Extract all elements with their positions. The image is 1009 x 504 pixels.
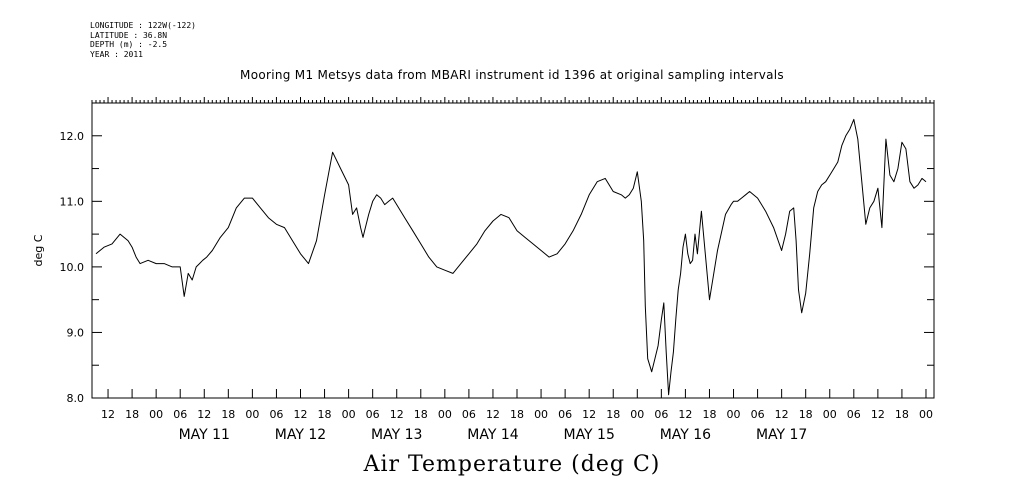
location-metadata: LONGITUDE : 122W(-122) LATITUDE : 36.8N …: [90, 21, 196, 59]
x-tick-label: 00: [149, 408, 163, 421]
x-tick-label: 18: [221, 408, 235, 421]
plot-frame: [91, 102, 935, 399]
x-tick-label: 00: [727, 408, 741, 421]
x-tick-label: 12: [775, 408, 789, 421]
x-tick-label: 00: [630, 408, 644, 421]
x-tick-label: 00: [245, 408, 259, 421]
x-day-label: MAY 13: [371, 427, 422, 443]
x-tick-label: 00: [823, 408, 837, 421]
x-tick-label: 00: [534, 408, 548, 421]
x-tick-label: 18: [125, 408, 139, 421]
x-tick-label: 06: [269, 408, 283, 421]
x-tick-label: 00: [342, 408, 356, 421]
x-day-label: MAY 12: [275, 427, 326, 443]
longitude-text: LONGITUDE : 122W(-122): [90, 21, 196, 30]
x-tick-label: 12: [197, 408, 211, 421]
x-day-label: MAY 15: [563, 427, 614, 443]
x-tick-label: 18: [510, 408, 524, 421]
air-temperature-line: [95, 118, 927, 396]
y-tick-label: 11.0: [60, 195, 85, 208]
x-day-label: MAY 14: [467, 427, 518, 443]
x-tick-label: 18: [895, 408, 909, 421]
x-tick-label: 12: [486, 408, 500, 421]
x-tick-label: 06: [462, 408, 476, 421]
x-tick-label: 12: [871, 408, 885, 421]
depth-text: DEPTH (m) : -2.5: [90, 40, 168, 49]
x-tick-label: 06: [173, 408, 187, 421]
x-tick-label: 06: [654, 408, 668, 421]
x-tick-label: 00: [919, 408, 933, 421]
y-tick-label: 9.0: [67, 326, 85, 339]
y-tick-label: 10.0: [60, 261, 85, 274]
x-tick-label: 06: [751, 408, 765, 421]
x-day-label: MAY 17: [756, 427, 807, 443]
latitude-text: LATITUDE : 36.8N: [90, 30, 168, 40]
chart-title: Mooring M1 Metsys data from MBARI instru…: [240, 68, 784, 82]
y-axis-title: deg C: [32, 234, 45, 266]
x-axis-title: Air Temperature (deg C): [363, 452, 661, 477]
x-tick-label: 12: [293, 408, 307, 421]
year-text: YEAR : 2011: [90, 49, 143, 59]
x-tick-label: 06: [558, 408, 572, 421]
x-tick-label: 12: [101, 408, 115, 421]
x-tick-label: 06: [366, 408, 380, 421]
x-day-label: MAY 11: [179, 427, 230, 443]
x-tick-label: 12: [678, 408, 692, 421]
x-tick-label: 06: [847, 408, 861, 421]
x-tick-label: 18: [414, 408, 428, 421]
x-day-label: MAY 16: [660, 427, 711, 443]
x-tick-label: 18: [702, 408, 716, 421]
x-tick-label: 18: [799, 408, 813, 421]
y-tick-label: 8.0: [67, 392, 85, 405]
x-tick-label: 12: [390, 408, 404, 421]
x-tick-label: 18: [318, 408, 332, 421]
y-tick-label: 12.0: [60, 130, 85, 143]
x-tick-label: 12: [582, 408, 596, 421]
x-tick-label: 00: [438, 408, 452, 421]
x-tick-label: 18: [606, 408, 620, 421]
